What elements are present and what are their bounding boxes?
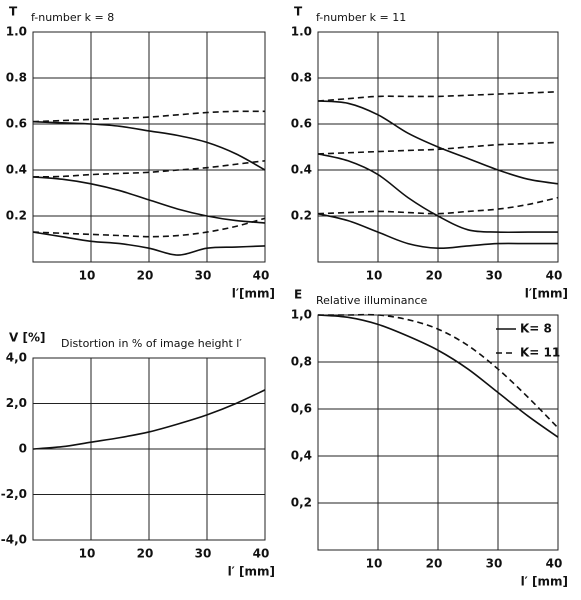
x-tick-label: 30: [195, 547, 212, 561]
legend-label: K= 8: [520, 322, 552, 336]
line: [318, 313, 559, 429]
legend-label: K= 11: [520, 346, 560, 360]
y-tick-label: 0,2: [291, 496, 312, 510]
y-tick-label: 4,0: [6, 351, 27, 365]
y-tick-label: -4,0: [1, 533, 27, 547]
line: [32, 120, 266, 171]
y-tick-label: -2,0: [1, 487, 27, 501]
y-tick-label: 0.2: [291, 209, 312, 223]
y-tick-label: 0.8: [6, 71, 27, 85]
y-tick-label: 1.0: [291, 25, 312, 39]
y-axis-label: T: [9, 5, 18, 19]
y-axis-label: E: [294, 288, 302, 302]
y-tick-label: 1,0: [291, 308, 312, 322]
line: [317, 153, 558, 234]
x-tick-label: 30: [486, 557, 503, 571]
line: [32, 110, 266, 123]
y-tick-label: 0.2: [6, 209, 27, 223]
y-axis-label: T: [294, 5, 303, 19]
chart-title: f-number k = 11: [316, 11, 406, 24]
x-axis-label: l′ [mm]: [521, 575, 568, 589]
y-axis-label: V [%]: [9, 331, 45, 345]
x-tick-label: 20: [137, 547, 154, 561]
chart-title: f-number k = 8: [31, 11, 114, 24]
x-tick-label: 40: [253, 269, 270, 283]
x-tick-label: 20: [426, 557, 443, 571]
x-tick-label: 20: [137, 269, 154, 283]
x-tick-label: 40: [253, 547, 270, 561]
y-tick-label: 2,0: [6, 396, 27, 410]
y-tick-label: 0.4: [291, 163, 312, 177]
line: [317, 212, 558, 250]
y-tick-label: 0: [19, 442, 27, 456]
x-axis-label: l′[mm]: [232, 287, 275, 301]
x-tick-label: 40: [546, 557, 563, 571]
x-tick-label: 30: [486, 269, 503, 283]
x-tick-label: 30: [195, 269, 212, 283]
x-tick-label: 10: [79, 547, 96, 561]
x-axis-label: l′[mm]: [525, 287, 568, 301]
line: [317, 100, 559, 185]
x-tick-label: 20: [426, 269, 443, 283]
y-tick-label: 0,6: [291, 402, 312, 416]
line: [32, 217, 266, 238]
line: [32, 389, 266, 450]
line: [32, 160, 266, 178]
y-tick-label: 0.4: [6, 163, 27, 177]
line: [317, 196, 559, 215]
y-tick-label: 0,4: [291, 449, 312, 463]
line: [317, 141, 559, 155]
x-tick-label: 10: [366, 557, 383, 571]
x-axis-label: l′ [mm]: [228, 565, 275, 579]
y-tick-label: 0.6: [291, 117, 312, 131]
y-tick-label: 0.6: [6, 117, 27, 131]
chart-title: Relative illuminance: [316, 294, 428, 307]
y-tick-label: 0.8: [291, 71, 312, 85]
y-tick-label: 1.0: [6, 25, 27, 39]
x-tick-label: 10: [366, 269, 383, 283]
line: [317, 91, 559, 102]
y-tick-label: 0,8: [291, 355, 312, 369]
line: [317, 314, 559, 438]
x-tick-label: 40: [546, 269, 563, 283]
chart-title: Distortion in % of image height l′: [61, 337, 242, 350]
line: [32, 231, 266, 256]
x-tick-label: 10: [79, 269, 96, 283]
line: [32, 176, 266, 224]
